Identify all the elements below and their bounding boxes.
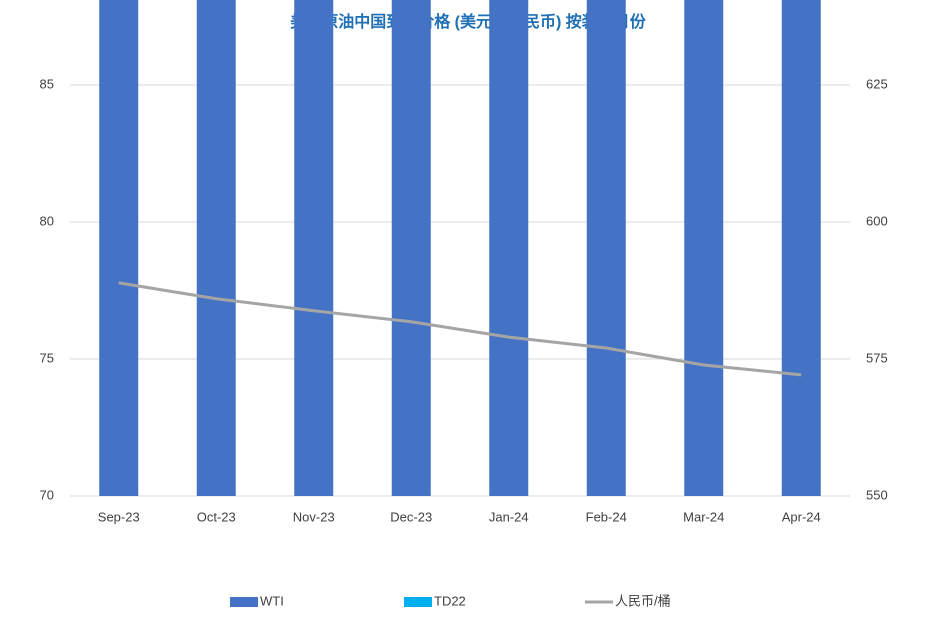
y2-tick-label: 575 xyxy=(866,350,888,365)
bar xyxy=(781,0,821,496)
legend-label: WTI xyxy=(260,593,284,608)
x-tick-label: Jan-24 xyxy=(489,509,529,524)
bar xyxy=(489,0,529,496)
y-tick-label: 80 xyxy=(40,213,54,228)
x-tick-label: Mar-24 xyxy=(683,509,724,524)
x-tick-label: Feb-24 xyxy=(586,509,627,524)
x-tick-label: Dec-23 xyxy=(390,509,432,524)
line xyxy=(118,281,802,377)
bar xyxy=(586,0,626,496)
y-tick-label: 85 xyxy=(40,76,54,91)
legend-label: 人民币/桶 xyxy=(615,593,671,608)
bar xyxy=(294,0,334,496)
chart-title: 美国原油中国到岸价格 (美元＆人民币) 按装货月份 xyxy=(290,12,647,31)
y-tick-label: 70 xyxy=(40,487,54,502)
x-tick-label: Nov-23 xyxy=(293,509,335,524)
legend-swatch xyxy=(230,597,258,607)
x-tick-label: Sep-23 xyxy=(98,509,140,524)
x-tick-label: Oct-23 xyxy=(197,509,236,524)
y2-tick-label: 600 xyxy=(866,213,888,228)
x-tick-label: Apr-24 xyxy=(782,509,821,524)
y2-tick-label: 550 xyxy=(866,487,888,502)
y2-tick-label: 625 xyxy=(866,76,888,91)
bar xyxy=(196,0,236,496)
bar xyxy=(99,0,139,496)
bar xyxy=(684,0,724,496)
legend-swatch xyxy=(404,597,432,607)
bar xyxy=(391,0,431,496)
y-tick-label: 75 xyxy=(40,350,54,365)
legend-label: TD22 xyxy=(434,593,466,608)
